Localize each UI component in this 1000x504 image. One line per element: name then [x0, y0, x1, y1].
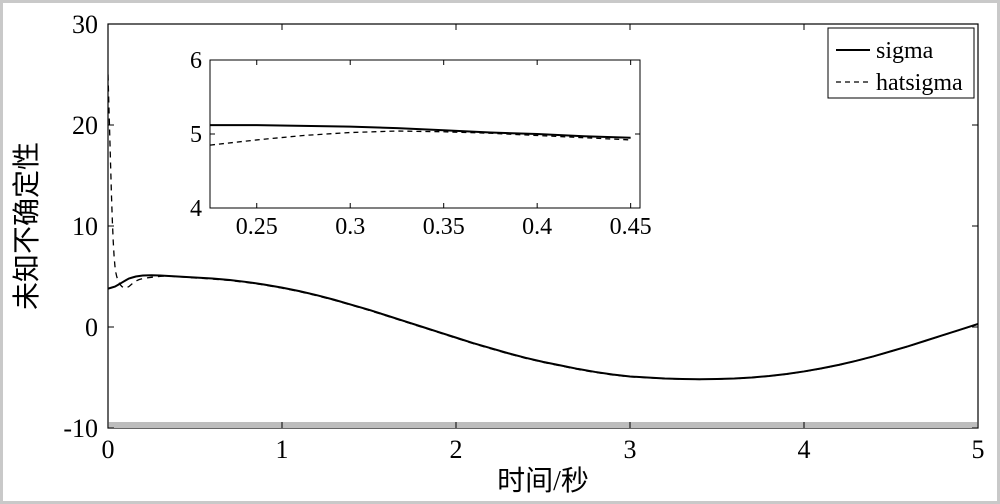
- inset-ytick-label: 5: [190, 122, 202, 148]
- xtick-label: 5: [972, 435, 985, 464]
- ytick-label: 0: [85, 313, 98, 342]
- xtick-label: 3: [624, 435, 637, 464]
- xtick-label: 4: [798, 435, 811, 464]
- ytick-label: 20: [72, 111, 98, 140]
- inset-ytick-label: 6: [190, 48, 202, 74]
- ytick-label: 30: [72, 10, 98, 39]
- legend-label-sigma: sigma: [876, 38, 934, 64]
- xtick-label: 2: [450, 435, 463, 464]
- ytick-label: 10: [72, 212, 98, 241]
- ytick-label: -10: [63, 414, 98, 443]
- inset-xtick-label: 0.4: [522, 214, 552, 240]
- chart-svg: 012345-100102030时间/秒未知不确定性0.250.30.350.4…: [0, 0, 1000, 504]
- inset-ytick-label: 4: [190, 196, 202, 222]
- inset-xtick-label: 0.45: [610, 214, 652, 240]
- legend-label-hatsigma: hatsigma: [876, 70, 963, 96]
- ylabel: 未知不确定性: [11, 142, 43, 310]
- inset-xtick-label: 0.25: [236, 214, 278, 240]
- inset-axes-box: [210, 60, 640, 208]
- xtick-label: 0: [102, 435, 115, 464]
- xtick-label: 1: [276, 435, 289, 464]
- inset-xtick-label: 0.35: [423, 214, 465, 240]
- inset-xtick-label: 0.3: [335, 214, 365, 240]
- chart-container: 012345-100102030时间/秒未知不确定性0.250.30.350.4…: [0, 0, 1000, 504]
- xlabel: 时间/秒: [497, 465, 589, 497]
